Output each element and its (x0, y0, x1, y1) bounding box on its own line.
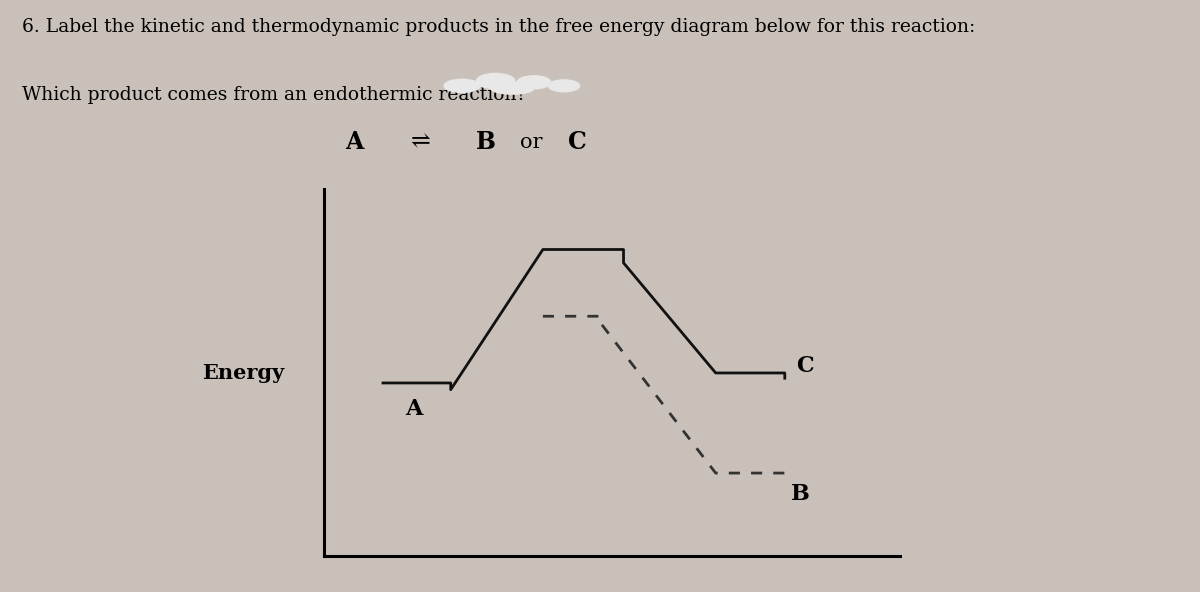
Text: A: A (404, 398, 422, 420)
Ellipse shape (444, 79, 480, 92)
Text: C: C (568, 130, 587, 154)
Ellipse shape (517, 76, 551, 89)
Ellipse shape (476, 73, 515, 89)
Ellipse shape (548, 80, 580, 92)
Text: Which product comes from an endothermic reaction?: Which product comes from an endothermic … (22, 86, 526, 104)
Ellipse shape (491, 82, 534, 94)
Text: A: A (344, 130, 364, 154)
Text: or: or (521, 133, 542, 152)
Text: C: C (797, 355, 814, 377)
Text: Energy: Energy (203, 363, 284, 383)
Text: B: B (476, 130, 496, 154)
Text: B: B (791, 483, 810, 505)
Text: 6. Label the kinetic and thermodynamic products in the free energy diagram below: 6. Label the kinetic and thermodynamic p… (22, 18, 974, 36)
Text: ⇌: ⇌ (410, 131, 430, 153)
